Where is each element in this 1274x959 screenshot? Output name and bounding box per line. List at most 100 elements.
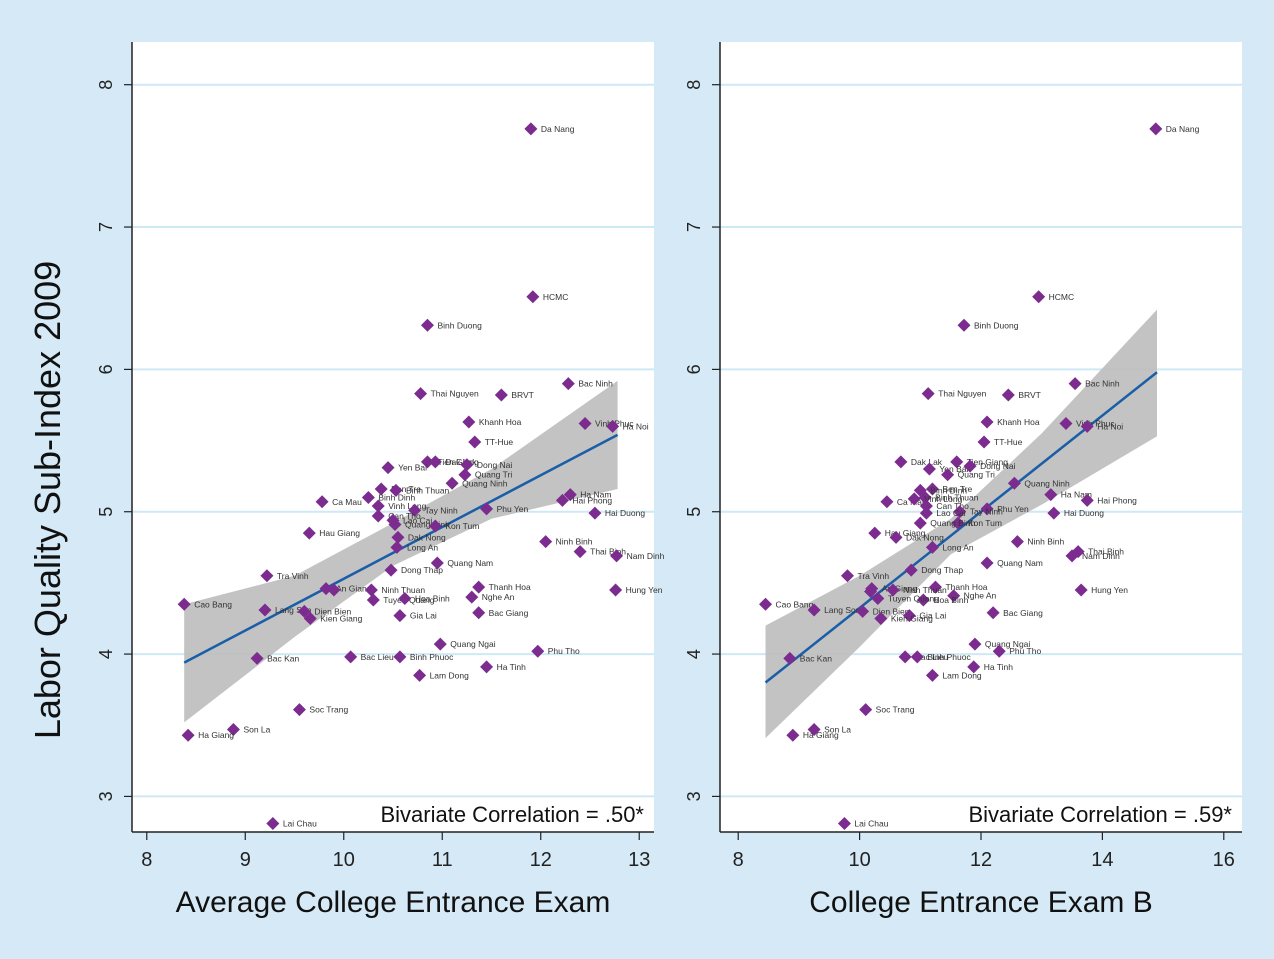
data-point — [859, 703, 873, 717]
x-tick-label: 10 — [848, 849, 870, 871]
point-label: Quang Binh — [930, 518, 975, 528]
data-point — [967, 660, 981, 674]
data-point — [916, 593, 930, 607]
point-label: Vinh Long — [388, 501, 426, 511]
point-label: Quang Ninh — [462, 478, 508, 488]
panel-2: 3 4 5 6 7 8 8 10 12 14 16 Da Nang HCMC Binh Duong Bac … — [684, 42, 1242, 919]
point-label: Tra Vinh — [277, 571, 309, 581]
data-point — [609, 583, 623, 597]
point-label: Kon Tum — [968, 518, 1002, 528]
data-point — [837, 816, 851, 830]
data-point — [388, 518, 402, 532]
point-label: Tra Vinh — [857, 571, 889, 581]
point-label: Bac Giang — [1003, 608, 1043, 618]
y-tick-label: 3 — [684, 791, 704, 801]
point-label: Gia Lai — [410, 611, 437, 621]
point-label: Thai Nguyen — [431, 389, 479, 399]
data-point — [250, 651, 264, 665]
data-point — [840, 569, 854, 583]
point-label: Thanh Hoa — [945, 582, 987, 592]
data-point — [910, 650, 924, 664]
data-point — [1047, 506, 1061, 520]
data-point — [925, 668, 939, 682]
data-point — [894, 455, 908, 469]
data-point — [524, 122, 538, 136]
point-label: Da Nang — [541, 124, 575, 134]
y-axis-title: Labor Quality Sub-Index 2009 — [27, 261, 68, 739]
point-label: Binh Thuan — [406, 485, 450, 495]
data-point — [374, 482, 388, 496]
y-tick-label: 5 — [684, 507, 704, 517]
data-point — [260, 569, 274, 583]
data-point — [880, 495, 894, 509]
point-label: TT-Hue — [485, 437, 514, 447]
data-point — [928, 580, 942, 594]
data-point — [555, 493, 569, 507]
data-point — [980, 556, 994, 570]
data-point — [458, 468, 472, 482]
point-label: Dong Thap — [401, 565, 443, 575]
data-point — [381, 461, 395, 475]
x-tick-label: 9 — [240, 849, 251, 871]
data-point — [898, 650, 912, 664]
point-label: Tuyen Quang — [888, 594, 939, 604]
data-point — [371, 499, 385, 513]
data-point — [807, 603, 821, 617]
point-label: Quang Ngai — [985, 639, 1030, 649]
data-point — [886, 583, 900, 597]
data-point — [181, 728, 195, 742]
point-label: Lam Dong — [430, 670, 469, 680]
point-label: TT-Hue — [994, 437, 1023, 447]
point-label: Hai Phong — [1097, 495, 1137, 505]
data-point — [327, 583, 341, 597]
point-label: Thai Nguyen — [938, 389, 986, 399]
data-point — [1080, 419, 1094, 433]
point-label: Tien Giang — [967, 457, 1009, 467]
data-point — [297, 604, 311, 618]
data-point — [977, 435, 991, 449]
data-point — [465, 590, 479, 604]
correlation-annotation: Bivariate Correlation = .50* — [380, 802, 644, 827]
data-point — [468, 435, 482, 449]
x-axis-title: Average College Entrance Exam — [176, 886, 611, 919]
point-label: Cao Bang — [776, 599, 814, 609]
data-point — [874, 611, 888, 625]
point-label: Ha Nam — [580, 490, 611, 500]
data-point — [366, 593, 380, 607]
data-point — [992, 644, 1006, 658]
point-label: An Giang — [882, 584, 918, 594]
data-point — [968, 637, 982, 651]
point-label: Bac Ninh — [1085, 379, 1120, 389]
x-tick-label: 13 — [628, 849, 650, 871]
y-tick-label: 8 — [96, 80, 116, 90]
y-tick-label: 6 — [96, 364, 116, 374]
point-label: Quang Ngai — [450, 639, 495, 649]
data-point — [588, 506, 602, 520]
x-tick-label: 16 — [1213, 849, 1235, 871]
data-point — [1080, 493, 1094, 507]
data-point — [1074, 583, 1088, 597]
y-tick-label: 6 — [684, 364, 704, 374]
data-point — [889, 530, 903, 544]
data-point — [1001, 388, 1015, 402]
data-point — [950, 455, 964, 469]
point-label: Kien Giang — [891, 613, 933, 623]
point-label: Soc Trang — [876, 705, 915, 715]
point-label: Nam Dinh — [1082, 551, 1120, 561]
data-point — [1010, 535, 1024, 549]
data-point — [980, 415, 994, 429]
data-point — [430, 556, 444, 570]
data-point — [364, 583, 378, 597]
point-label: Bac Giang — [489, 608, 529, 618]
data-point — [902, 609, 916, 623]
data-point — [963, 459, 977, 473]
point-label: Tay Ninh — [970, 507, 1003, 517]
data-point — [913, 516, 927, 530]
point-label: Gia Lai — [919, 611, 946, 621]
data-point — [391, 530, 405, 544]
data-point — [947, 589, 961, 603]
data-point — [951, 516, 965, 530]
y-tick-label: 4 — [96, 649, 116, 659]
data-point — [925, 540, 939, 554]
